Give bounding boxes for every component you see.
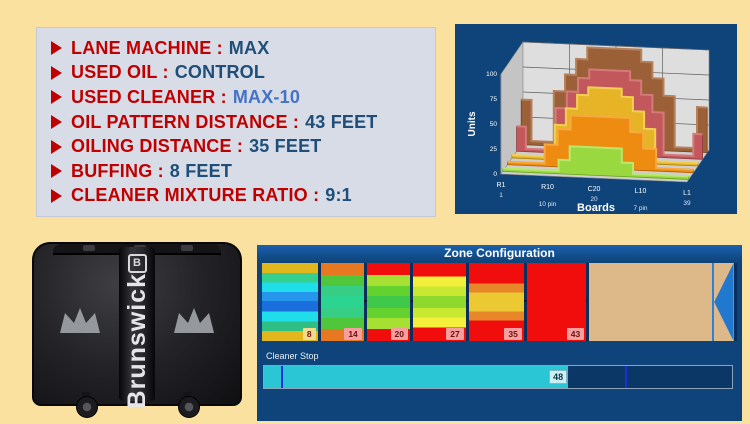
zone-distance-tag: 35 xyxy=(504,328,522,340)
oil-zone-3[interactable]: 20 xyxy=(366,263,410,341)
lane-end-arrow-icon[interactable] xyxy=(712,263,734,341)
oil-chart-svg: 0 25 50 75 100 R1 1 R10 10 pin C20 20 L10 7 pin L1 39 U… xyxy=(467,41,710,214)
machine-knob xyxy=(180,245,193,251)
zone-distance-tag: 8 xyxy=(302,328,316,340)
spec-row: LANE MACHINE : MAX xyxy=(51,36,435,61)
spec-row: BUFFING :8 FEET xyxy=(51,159,435,184)
spec-value: 9:1 xyxy=(325,185,352,206)
x-tick-label: L1 xyxy=(683,190,691,197)
bullet-triangle-icon xyxy=(51,41,62,56)
machine-body: B Brunswick xyxy=(32,242,242,408)
y-tick-label: 0 xyxy=(493,171,497,178)
crown-icon xyxy=(174,308,215,334)
oil-pattern-chart: 0 25 50 75 100 R1 1 R10 10 pin C20 20 L10 7 pin L1 39 U… xyxy=(455,24,737,214)
x-sub-label: 7 pin xyxy=(633,205,647,212)
spec-value: MAX xyxy=(228,37,270,58)
ridge-top-layer-back-brown xyxy=(521,46,708,150)
spec-value: 35 FEET xyxy=(249,136,322,157)
spec-row: USED CLEANER : MAX-10 xyxy=(51,85,435,110)
lane-machine-photo: B Brunswick xyxy=(26,236,248,418)
y-axis-title: Units xyxy=(467,111,478,136)
spec-value: CONTROL xyxy=(174,62,266,83)
spec-value: MAX-10 xyxy=(232,86,301,107)
y-tick-label: 25 xyxy=(490,146,498,153)
spec-rows: LANE MACHINE : MAX USED OIL : CONTROL USED C… xyxy=(51,36,435,208)
machine-center-strip: B Brunswick xyxy=(119,247,155,408)
cleaner-stop-marker[interactable] xyxy=(625,366,628,388)
spec-panel: LANE MACHINE : MAX USED OIL : CONTROL USED C… xyxy=(36,27,436,217)
ridge-top-layer-yellow xyxy=(511,86,699,164)
spec-row: CLEANER MIXTURE RATIO :9:1 xyxy=(51,184,435,209)
bullet-triangle-icon xyxy=(51,65,62,80)
spec-label: CLEANER MIXTURE RATIO : xyxy=(71,185,320,206)
oil-zone-1[interactable]: 8 xyxy=(262,263,318,341)
bullet-triangle-icon xyxy=(51,188,62,203)
oil-zone-2[interactable]: 14 xyxy=(320,263,364,341)
x-tick-label: L10 xyxy=(635,188,647,195)
spec-row: USED OIL : CONTROL xyxy=(51,61,435,86)
spec-label: LANE MACHINE : xyxy=(71,37,223,58)
spec-label: USED CLEANER : xyxy=(71,86,227,107)
cleaner-stop-bar[interactable]: 48 xyxy=(263,365,733,389)
spec-value: 43 FEET xyxy=(305,111,378,132)
spec-label: BUFFING : xyxy=(71,160,164,181)
left-arrow-icon xyxy=(714,263,734,341)
machine-knob xyxy=(82,245,95,251)
y-tick-label: 50 xyxy=(490,121,498,128)
crown-icon xyxy=(59,308,100,334)
ridge-top-layer-front-green xyxy=(502,145,689,178)
spec-value: 8 FEET xyxy=(169,160,233,181)
x-axis-title: Boards xyxy=(577,202,615,214)
y-tick-label: 100 xyxy=(486,71,497,78)
spec-row: OIL PATTERN DISTANCE :43 FEET xyxy=(51,110,435,135)
zone-distance-tag: 27 xyxy=(446,328,464,340)
zone-strip: 8 14 20 27 35 43 xyxy=(262,263,737,341)
brunswick-b-logo-icon: B xyxy=(127,254,147,273)
brunswick-brand-text: Brunswick xyxy=(122,273,151,409)
bullet-triangle-icon xyxy=(51,90,62,105)
x-sub-label: 20 xyxy=(590,196,598,203)
cleaner-stop-marker[interactable] xyxy=(280,366,283,388)
cleaner-stop-value-tag: 48 xyxy=(549,370,568,384)
x-tick-label: R10 xyxy=(541,184,554,191)
buffer-zone[interactable] xyxy=(589,263,713,341)
y-tick-label: 75 xyxy=(490,96,498,103)
zone-distance-tag: 20 xyxy=(390,328,408,340)
oil-zone-6[interactable]: 43 xyxy=(526,263,587,341)
zone-distance-tag: 43 xyxy=(566,328,585,340)
spec-label: OIL PATTERN DISTANCE : xyxy=(71,111,300,132)
zone-configuration-title: Zone Configuration xyxy=(257,245,742,262)
spec-label: OILING DISTANCE : xyxy=(71,136,244,157)
zone-distance-tag: 14 xyxy=(344,328,362,340)
x-sub-label: 10 pin xyxy=(539,201,557,208)
bullet-triangle-icon xyxy=(51,115,62,130)
ridge-top-layer-orange xyxy=(507,114,694,171)
oil-zone-4[interactable]: 27 xyxy=(413,263,466,341)
caster-wheel xyxy=(75,392,98,418)
x-tick-label: R1 xyxy=(497,182,506,189)
x-sub-label: 1 xyxy=(499,192,503,199)
bullet-triangle-icon xyxy=(51,139,62,154)
x-sub-label: 39 xyxy=(683,200,691,207)
zone-configuration-panel: Zone Configuration 8 14 20 27 35 43 Cleaner S… xyxy=(257,245,742,421)
caster-wheel xyxy=(177,392,201,418)
cleaner-stop-label: Cleaner Stop xyxy=(266,351,319,361)
oil-zone-5[interactable]: 35 xyxy=(468,263,524,341)
x-tick-label: C20 xyxy=(588,186,601,193)
cleaner-stop-fill[interactable]: 48 xyxy=(264,366,569,388)
spec-row: OILING DISTANCE :35 FEET xyxy=(51,134,435,159)
spec-label: USED OIL : xyxy=(71,62,169,83)
bullet-triangle-icon xyxy=(51,164,62,179)
